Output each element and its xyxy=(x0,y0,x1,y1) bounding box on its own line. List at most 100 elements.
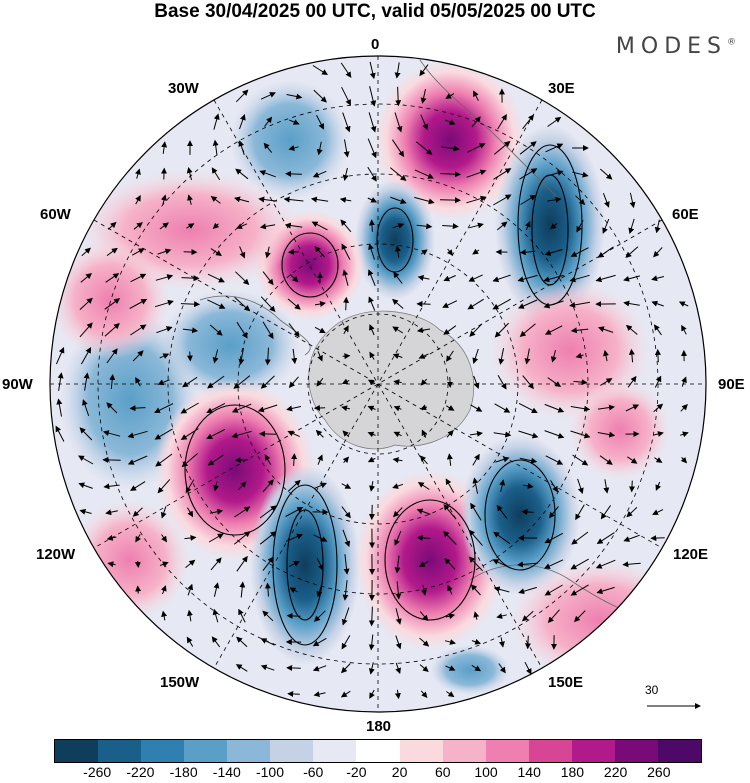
wind-vector xyxy=(496,613,507,619)
wind-vector xyxy=(262,556,274,571)
wind-vector xyxy=(419,664,429,673)
wind-vector xyxy=(493,168,512,180)
lon-label-150e: 150E xyxy=(548,674,584,691)
wind-vector xyxy=(394,62,401,79)
wind-vector xyxy=(652,509,664,515)
wind-vector xyxy=(518,402,538,414)
wind-vector xyxy=(497,114,507,130)
wind-vector xyxy=(186,351,193,362)
wind-vector xyxy=(544,584,563,596)
wind-vector xyxy=(653,247,663,258)
wind-vector xyxy=(517,274,538,283)
wind-vector xyxy=(416,327,431,334)
wind-vector xyxy=(597,431,616,438)
wind-vector xyxy=(681,324,687,335)
wind-vector xyxy=(517,299,538,309)
wind-vector xyxy=(466,195,487,204)
colorbar-swatch xyxy=(399,740,443,762)
wind-vector xyxy=(544,249,563,256)
reference-vector-label: 30 xyxy=(645,683,659,697)
colorbar-swatch xyxy=(356,740,400,762)
wind-vector xyxy=(130,273,147,283)
wind-vector xyxy=(442,300,458,308)
wind-vector xyxy=(446,429,454,438)
wind-vector xyxy=(239,581,246,598)
wind-vector xyxy=(239,114,246,130)
chart-title: Base 30/04/2025 00 UTC, valid 05/05/2025… xyxy=(154,1,596,22)
wind-vector xyxy=(127,430,148,439)
wind-vector xyxy=(106,402,118,414)
wind-vector xyxy=(415,141,433,155)
wind-vector xyxy=(231,403,252,413)
colorbar-swatch xyxy=(184,740,228,762)
wind-vector xyxy=(207,299,226,309)
wind-vector xyxy=(439,171,461,178)
wind-vector xyxy=(263,142,273,153)
wind-vector xyxy=(283,196,304,203)
wind-vector xyxy=(573,610,586,623)
brand-name: MODES xyxy=(615,34,727,59)
wind-vector xyxy=(260,92,276,100)
wind-vector xyxy=(623,534,640,542)
wind-vector xyxy=(570,584,589,596)
wind-vector xyxy=(470,404,483,412)
wind-vector xyxy=(392,483,404,489)
wind-vector xyxy=(259,505,277,519)
wind-vector xyxy=(313,691,326,698)
wind-vector xyxy=(570,558,589,570)
wind-vector xyxy=(367,431,376,438)
wind-vector xyxy=(445,613,456,620)
wind-vector xyxy=(473,611,480,620)
anomaly-low xyxy=(460,435,580,595)
contour-line xyxy=(484,459,556,571)
wind-vector xyxy=(288,323,300,338)
wind-vector xyxy=(260,638,275,646)
wind-vector xyxy=(79,297,93,310)
wind-vector xyxy=(420,690,428,698)
wind-vector xyxy=(392,222,405,229)
wind-vector xyxy=(498,637,505,648)
wind-vectors xyxy=(55,61,689,700)
wind-vector xyxy=(341,378,350,385)
wind-vector xyxy=(445,93,455,99)
wind-vector xyxy=(161,610,168,621)
wind-vector xyxy=(493,194,512,206)
wind-vector xyxy=(341,635,351,650)
wind-vector xyxy=(310,196,329,203)
wind-vector xyxy=(627,375,637,388)
colorbar-swatch xyxy=(528,740,572,762)
wind-vector xyxy=(211,636,221,648)
anomaly-high xyxy=(50,240,170,360)
south-america-coastline xyxy=(199,295,311,356)
wind-vector xyxy=(207,273,225,283)
wind-vector xyxy=(470,502,482,521)
wind-vector xyxy=(517,561,539,568)
colorbar xyxy=(54,739,702,763)
wind-vector xyxy=(575,504,585,521)
anomaly-low xyxy=(495,125,605,325)
anomaly-high xyxy=(570,380,670,480)
colorbar-tick-label: -60 xyxy=(303,764,324,780)
wind-vector xyxy=(313,610,326,622)
wind-vector xyxy=(102,430,121,437)
wind-vector xyxy=(155,274,174,281)
colorbar-swatch xyxy=(55,740,99,762)
colorbar-swatch xyxy=(657,740,701,762)
colorbar-swatch xyxy=(98,740,142,762)
wind-vector xyxy=(493,140,511,155)
wind-vector xyxy=(492,274,511,283)
wind-vector xyxy=(341,86,351,106)
wind-vector xyxy=(367,138,377,159)
wind-vector xyxy=(367,166,377,182)
wind-vector xyxy=(233,531,251,545)
wind-vector xyxy=(55,425,65,442)
wind-vector xyxy=(497,374,507,390)
meridian-line xyxy=(93,219,663,549)
wind-vector xyxy=(570,327,589,334)
wind-vector xyxy=(236,636,248,648)
antarctica-coastline xyxy=(308,310,475,450)
wind-vector xyxy=(494,403,511,413)
wind-vector xyxy=(235,89,249,103)
wind-vector xyxy=(286,405,302,412)
wind-vector xyxy=(316,377,324,387)
